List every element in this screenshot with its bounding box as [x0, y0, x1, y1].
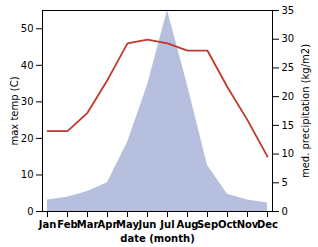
svg-text:30: 30: [21, 96, 34, 107]
svg-text:50: 50: [21, 23, 34, 34]
svg-text:Aug: Aug: [176, 219, 198, 230]
svg-text:med. precipitation (kg/m2): med. precipitation (kg/m2): [300, 44, 311, 178]
svg-text:Apr: Apr: [98, 219, 118, 230]
svg-text:40: 40: [21, 60, 34, 71]
svg-text:Dec: Dec: [257, 219, 278, 230]
svg-text:max temp (C): max temp (C): [9, 76, 20, 145]
svg-text:May: May: [116, 219, 139, 230]
svg-text:10: 10: [21, 169, 34, 180]
svg-text:Jul: Jul: [159, 219, 174, 230]
svg-text:5: 5: [282, 177, 288, 188]
svg-text:Jan: Jan: [38, 219, 57, 230]
svg-text:Nov: Nov: [237, 219, 259, 230]
svg-text:Jun: Jun: [138, 219, 157, 230]
svg-text:0: 0: [27, 206, 33, 217]
svg-text:date (month): date (month): [120, 233, 194, 244]
svg-text:Oct: Oct: [218, 219, 237, 230]
svg-text:Mar: Mar: [77, 219, 99, 230]
svg-text:0: 0: [282, 206, 288, 217]
svg-text:35: 35: [282, 5, 295, 16]
svg-text:10: 10: [282, 148, 295, 159]
svg-text:25: 25: [282, 62, 295, 73]
svg-text:Feb: Feb: [57, 219, 77, 230]
svg-text:20: 20: [282, 91, 295, 102]
svg-text:Sep: Sep: [197, 219, 218, 230]
svg-text:30: 30: [282, 33, 295, 44]
svg-text:20: 20: [21, 133, 34, 144]
svg-text:15: 15: [282, 120, 295, 131]
